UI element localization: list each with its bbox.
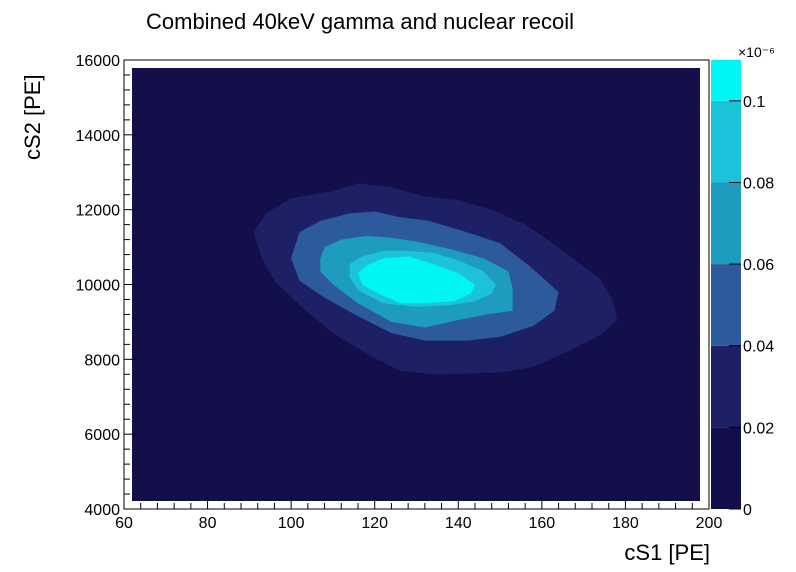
colorbar-band-0 [711,427,741,509]
contour-level-4 [358,256,475,304]
y-tick-label: 8000 [84,352,120,369]
colorbar-exponent: ×10⁻⁶ [738,44,775,60]
colorbar-tick-label: 0.1 [743,94,765,111]
y-tick-label: 14000 [76,128,121,145]
x-tick-label: 60 [115,515,133,532]
x-axis-label: cS1 [PE] [624,540,710,565]
x-tick-label: 160 [529,515,556,532]
colorbar-band-3 [711,182,741,265]
y-tick-label: 12000 [76,203,121,220]
colorbar-band-2 [711,264,741,346]
x-tick-label: 180 [612,515,639,532]
colorbar-band-1 [711,345,741,428]
colorbar-tick-label: 0.02 [743,420,774,437]
x-tick-label: 100 [278,515,305,532]
y-tick-label: 10000 [76,278,121,295]
colorbar-tick-label: 0.06 [743,257,774,274]
colorbar-band-5 [711,60,741,101]
x-tick-label: 120 [361,515,388,532]
y-tick-label: 6000 [84,427,120,444]
colorbar-tick-label: 0 [743,502,752,519]
colorbar-tick-label: 0.08 [743,175,774,192]
y-tick-label: 16000 [76,53,121,70]
y-tick-label: 4000 [84,502,120,519]
colorbar-tick-label: 0.04 [743,339,774,356]
x-tick-label: 140 [445,515,472,532]
colorbar-band-4 [711,100,741,183]
x-tick-label: 200 [696,515,723,532]
x-tick-label: 80 [199,515,217,532]
